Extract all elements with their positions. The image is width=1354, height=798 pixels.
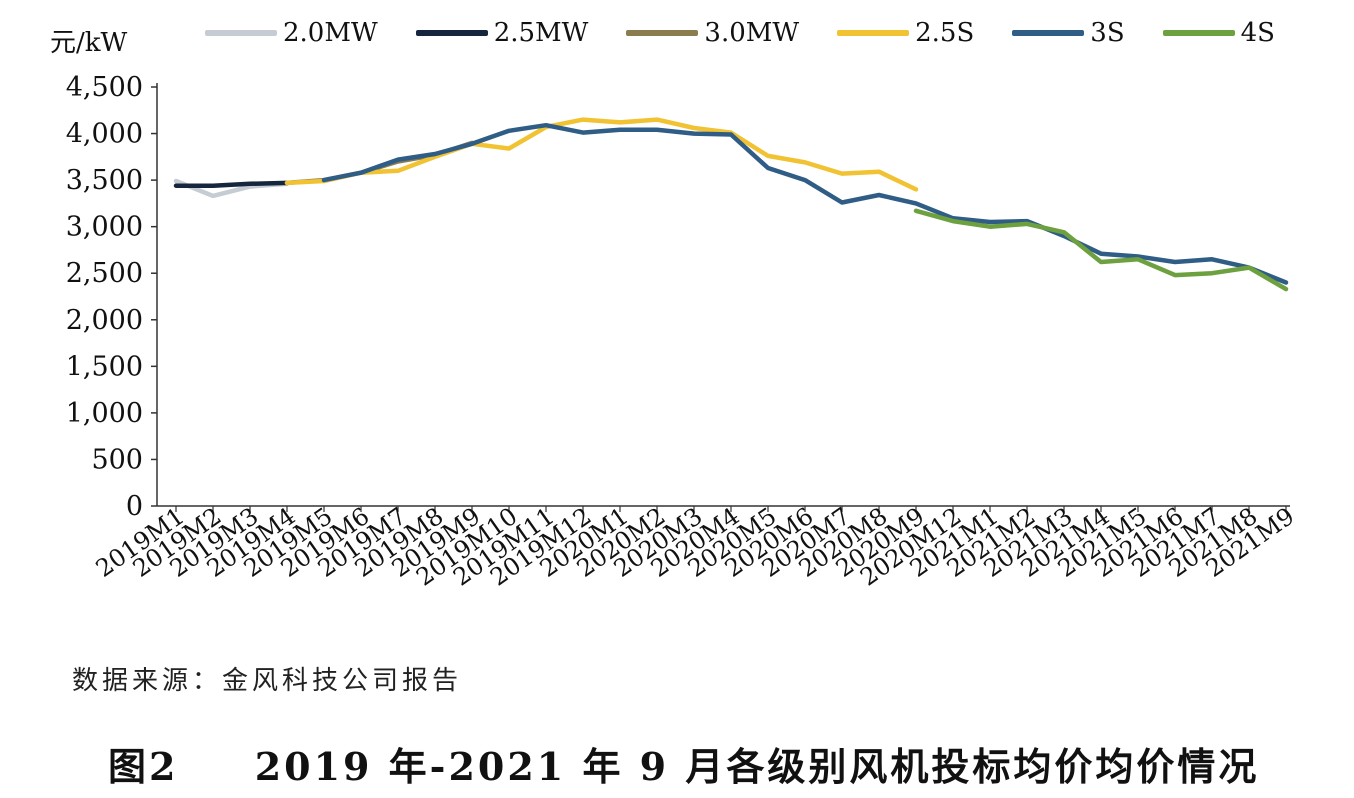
y-axis-label: 元/kW [50, 28, 128, 58]
legend-label: 4S [1240, 18, 1275, 48]
chart-axes [151, 83, 1290, 512]
legend-item: 3.0MW [626, 18, 799, 48]
series-line-2-5mw [173, 180, 290, 188]
legend-swatch [837, 30, 910, 36]
data-source-note: 数据来源：金风科技公司报告 [72, 666, 463, 696]
y-tick-label: 500 [91, 444, 143, 475]
chart-series-lines [173, 117, 1289, 292]
legend-item: 3S [1012, 18, 1125, 48]
legend-label: 3.0MW [704, 18, 800, 48]
chart-legend: 2.0MW 2.5MW 3.0MW 2.5S 3S 4S [205, 18, 1313, 48]
series-line-4s [913, 208, 1289, 292]
legend-swatch [1012, 30, 1085, 36]
legend-item: 4S [1162, 18, 1275, 48]
legend-item: 2.5S [837, 18, 974, 48]
figure-number: 图2 [108, 744, 179, 789]
figure-caption-text: 2019 年-2021 年 9 月各级别风机投标均价均价情况 [254, 744, 1260, 789]
y-tick-label: 3,500 [66, 165, 143, 196]
y-tick-label: 4,000 [66, 119, 143, 150]
legend-item: 2.0MW [205, 18, 378, 48]
legend-label: 2.5MW [493, 18, 589, 48]
legend-label: 2.5S [915, 18, 975, 48]
series-line-2-5s [284, 117, 919, 192]
y-tick-label: 1,500 [66, 351, 143, 382]
y-tick-label: 4,500 [66, 72, 143, 103]
series-line-3-0mw [284, 140, 475, 186]
y-tick-label: 2,500 [66, 258, 143, 289]
legend-swatch [415, 30, 488, 36]
y-tick-label: 2,000 [66, 305, 143, 336]
y-tick-label: 0 [126, 491, 143, 522]
legend-label: 2.0MW [283, 18, 378, 48]
legend-swatch [205, 30, 277, 36]
x-tick-labels: 2019M12019M22019M32019M42019M52019M62019… [91, 502, 1300, 592]
legend-swatch [1162, 30, 1235, 36]
legend-item: 2.5MW [415, 18, 589, 48]
y-tick-label: 3,000 [66, 212, 143, 243]
line-chart: 0 500 1,000 1,500 2,000 2,500 3,000 3,500 4,000 4… [66, 72, 1300, 592]
legend-swatch [626, 30, 699, 36]
series-line-3s [321, 122, 1289, 285]
figure-caption: 图2 2019 年-2021 年 9 月各级别风机投标均价均价情况 [108, 736, 1259, 791]
legend-label: 3S [1090, 18, 1125, 48]
y-tick-labels: 0 500 1,000 1,500 2,000 2,500 3,000 3,500 4,000 4… [66, 72, 143, 522]
y-tick-label: 1,000 [66, 398, 143, 429]
